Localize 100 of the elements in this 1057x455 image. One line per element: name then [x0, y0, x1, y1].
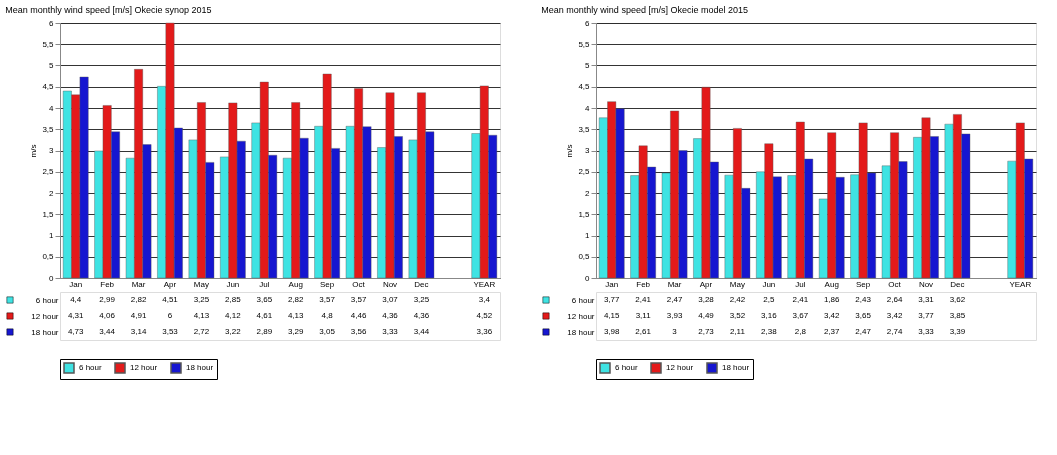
data-label: 4,49 [698, 311, 715, 320]
y-tick-label: 5,5 [578, 39, 591, 49]
data-label: 3,05 [319, 327, 336, 336]
data-label: 3,4 [478, 295, 491, 304]
data-label: 4,51 [162, 295, 179, 304]
data-label: 3,44 [413, 327, 430, 336]
data-label: 4,91 [130, 311, 147, 320]
data-label: 2,82 [287, 295, 305, 304]
legend-label: 12 hour [567, 311, 595, 321]
data-label: 2,8 [794, 327, 807, 336]
data-label: 2,47 [855, 327, 872, 336]
data-label: 3,93 [666, 311, 683, 320]
data-label: 3,62 [949, 295, 966, 304]
data-label: 3,42 [823, 311, 841, 320]
data-label: 2,99 [99, 295, 116, 304]
data-label: 1,86 [823, 295, 841, 304]
x-tick-label: YEAR [1009, 279, 1032, 289]
data-label: 4,8 [321, 311, 334, 320]
y-tick-label: 4,5 [578, 82, 591, 92]
x-tick-label: Jul [795, 279, 806, 289]
data-label: 3,39 [949, 327, 966, 336]
y-tick-label: 5 [49, 61, 55, 70]
data-label: 2,38 [761, 327, 778, 336]
data-label: 3,16 [761, 311, 778, 320]
data-label: 2,89 [256, 327, 273, 336]
data-label: 2,64 [886, 295, 903, 304]
data-label: 3,14 [130, 327, 147, 336]
y-axis-title: m/s [565, 144, 575, 158]
y-tick-label: 3 [49, 146, 55, 155]
text: 18 hour [722, 363, 750, 372]
x-tick-label: Jun [226, 279, 240, 289]
x-tick-label: Aug [288, 279, 303, 289]
data-label: 2,42 [729, 295, 746, 304]
data-label: 3,98 [603, 327, 621, 336]
data-label: 2,41 [792, 295, 809, 304]
x-tick-label: Jan [605, 279, 619, 289]
x-tick-label: Dec [950, 279, 965, 289]
data-label: 4,36 [382, 311, 399, 320]
x-tick-label: Feb [100, 279, 115, 289]
data-label: 3,65 [256, 295, 273, 304]
data-label: 2,73 [698, 327, 715, 336]
y-tick-label: 2,5 [578, 167, 591, 177]
x-tick-label: Jul [259, 279, 270, 289]
y-tick-label: 0,5 [578, 252, 591, 262]
x-tick-label: Aug [824, 279, 839, 289]
data-label: 3,29 [287, 327, 305, 336]
y-tick-label: 1 [585, 231, 591, 240]
data-label: 3,77 [918, 311, 935, 320]
x-tick-label: Jun [762, 279, 776, 289]
data-label: 2,11 [729, 327, 746, 336]
chart-title: Mean monthly wind speed [m/s] Okecie synop 2015 [5, 4, 212, 15]
data-label: 3,07 [382, 295, 399, 304]
data-label: 3,42 [886, 311, 903, 320]
y-tick-label: 3,5 [42, 124, 55, 134]
data-label: 3,25 [413, 295, 430, 304]
x-tick-label: Mar [131, 279, 146, 289]
data-label: 4,12 [225, 311, 242, 320]
x-tick-label: Nov [918, 279, 934, 289]
data-label: 3,33 [382, 327, 399, 336]
data-label: 2,72 [193, 327, 210, 336]
data-label: 3,57 [319, 295, 336, 304]
x-tick-label: Oct [352, 279, 366, 289]
y-tick-label: 2 [49, 188, 55, 198]
text: 18 hour [186, 363, 214, 372]
data-label: 3,57 [350, 295, 367, 304]
x-tick-label: Apr [163, 279, 177, 289]
text: 12 hour [130, 363, 158, 372]
data-label: 3,52 [729, 311, 746, 320]
x-tick-label: Oct [888, 279, 902, 289]
y-axis-title: m/s [29, 144, 39, 158]
x-tick-label: Jan [69, 279, 83, 289]
data-label: 4,13 [193, 311, 210, 320]
y-tick-label: 0,5 [42, 252, 55, 262]
data-label: 3,22 [225, 327, 242, 336]
data-label: 3,44 [99, 327, 116, 336]
data-label: 2,74 [886, 327, 903, 336]
y-tick-label: 4,5 [42, 82, 55, 92]
text: 6 hour [571, 295, 595, 305]
data-label: 2,43 [855, 295, 872, 304]
data-label: 2,47 [666, 295, 683, 304]
legend-label: 18 hour [567, 327, 595, 337]
y-tick-label: 2 [585, 188, 591, 198]
y-tick-label: 2,5 [42, 167, 55, 177]
y-tick-label: 5,5 [42, 39, 55, 49]
data-label: 2,37 [823, 327, 841, 336]
data-label: 4,06 [99, 311, 116, 320]
data-label: 3 [672, 327, 678, 336]
y-tick-label: 1,5 [578, 209, 591, 219]
data-label: 2,5 [763, 295, 775, 304]
y-tick-label: 6 [585, 18, 591, 28]
data-label: 2,82 [130, 295, 147, 304]
y-tick-label: 4 [49, 103, 55, 113]
y-tick-label: 3,5 [578, 124, 591, 134]
x-tick-label: Mar [667, 279, 682, 289]
data-label: 4,36 [413, 311, 430, 320]
data-label: 3,25 [193, 295, 210, 304]
y-tick-label: 3 [585, 146, 591, 155]
y-tick-label: 4 [585, 103, 591, 113]
data-label: 3,11 [635, 311, 652, 320]
data-label: 2,41 [635, 295, 652, 304]
